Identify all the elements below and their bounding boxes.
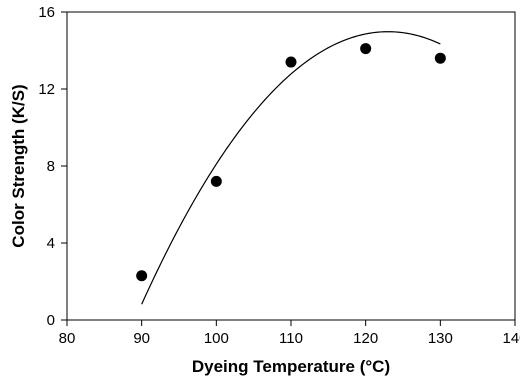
x-tick-label: 140	[502, 330, 520, 347]
x-tick-label: 100	[204, 330, 229, 347]
y-axis-ticks: 0 4 8 12 16	[38, 4, 67, 329]
fit-curve-line	[141, 31, 441, 305]
data-point	[360, 43, 372, 55]
x-tick-label: 120	[353, 330, 378, 347]
x-axis-title: Dyeing Temperature (°C)	[192, 357, 390, 376]
x-tick-label: 110	[279, 330, 303, 347]
data-point	[285, 56, 297, 68]
data-point	[434, 52, 446, 64]
data-point	[136, 270, 148, 282]
fit-curve-layer	[141, 31, 441, 305]
y-tick-label: 16	[38, 4, 55, 21]
x-axis-ticks: 80 90 100 110 120 130 140	[59, 320, 520, 347]
data-points	[136, 43, 446, 282]
y-tick-label: 8	[47, 158, 55, 175]
x-tick-label: 130	[428, 330, 453, 347]
x-tick-label: 90	[133, 330, 150, 347]
y-tick-label: 12	[38, 81, 55, 98]
y-tick-label: 0	[47, 312, 55, 329]
data-point	[210, 175, 222, 187]
y-tick-label: 4	[47, 235, 55, 252]
x-tick-label: 80	[59, 330, 76, 347]
y-axis-title: Color Strength (K/S)	[9, 84, 28, 247]
